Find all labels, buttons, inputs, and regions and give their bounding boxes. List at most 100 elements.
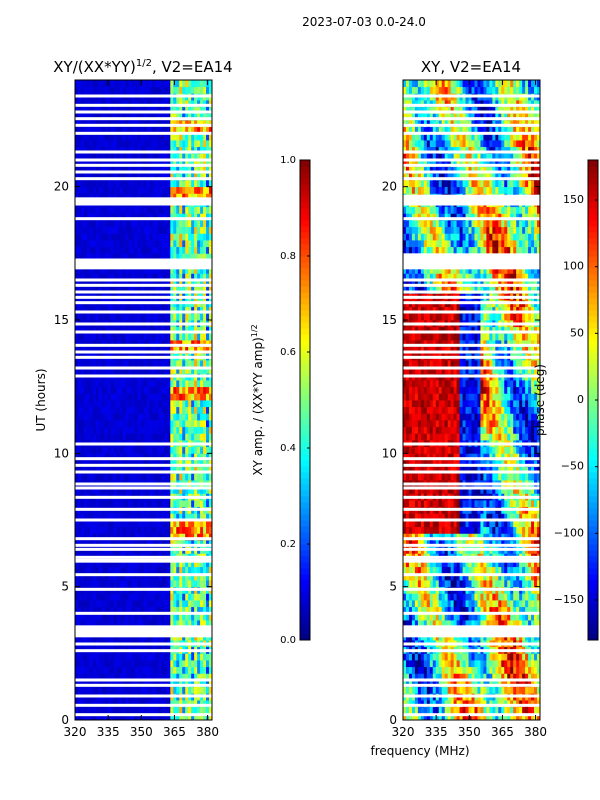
heatmap-cell (191, 473, 195, 481)
heatmap-cell (119, 560, 124, 568)
heatmap-cell (197, 213, 201, 221)
heatmap-cell (75, 226, 79, 234)
heatmap-cell (116, 266, 121, 274)
y-tick-label: 20 (54, 180, 69, 194)
heatmap-cell (83, 446, 88, 454)
heatmap-cell (173, 500, 177, 508)
heatmap-cell (92, 333, 97, 341)
heatmap-cell (191, 133, 195, 141)
heatmap-cell (104, 240, 109, 248)
heatmap-cell (125, 406, 130, 414)
heatmap-cell (179, 540, 183, 548)
heatmap-cell (125, 453, 130, 461)
heatmap-cell (161, 606, 165, 614)
heatmap-cell (95, 400, 100, 408)
heatmap-cell (143, 273, 147, 281)
heatmap-cell (140, 213, 144, 221)
heatmap-cell (480, 673, 484, 681)
heatmap-cell (77, 326, 82, 334)
left-colorbar-label: XY amp. / (XX*YY amp)1/2 (250, 324, 265, 475)
heatmap-cell (98, 666, 103, 674)
heatmap-cell (77, 333, 82, 341)
heatmap-cell (134, 466, 138, 474)
heatmap-cell (134, 113, 138, 121)
heatmap-cell (179, 346, 183, 354)
heatmap-cell (176, 393, 180, 401)
heatmap-cell (149, 220, 153, 228)
heatmap-cell (176, 680, 180, 688)
heatmap-cell (95, 446, 100, 454)
heatmap-cell (104, 660, 109, 668)
heatmap-cell (152, 593, 156, 601)
heatmap-cell (432, 673, 437, 681)
heatmap-cell (143, 226, 147, 234)
heatmap-cell (516, 680, 520, 688)
heatmap-cell (173, 380, 177, 388)
heatmap-cell (134, 340, 138, 348)
heatmap-cell (116, 313, 121, 321)
heatmap-cell (116, 606, 121, 614)
heatmap-cell (194, 613, 198, 621)
heatmap-cell (149, 86, 153, 94)
heatmap-cell (188, 173, 192, 181)
heatmap-cell (143, 593, 147, 601)
heatmap-cell (203, 666, 207, 674)
heatmap-cell (501, 666, 505, 674)
heatmap-cell (164, 100, 168, 108)
heatmap-cell (480, 700, 484, 708)
heatmap-cell (95, 180, 100, 188)
heatmap-cell (128, 340, 132, 348)
heatmap-cell (209, 660, 212, 668)
data-gap-line (75, 123, 212, 127)
heatmap-cell (143, 393, 147, 401)
heatmap-cell (206, 446, 210, 454)
heatmap-cell (450, 680, 455, 688)
colorbar-segment (300, 352, 310, 359)
heatmap-cell (128, 473, 132, 481)
heatmap-cell (158, 700, 162, 708)
heatmap-cell (116, 466, 121, 474)
heatmap-cell (113, 666, 118, 674)
heatmap-cell (122, 653, 127, 661)
heatmap-cell (75, 313, 79, 321)
heatmap-cell (107, 333, 112, 341)
heatmap-cell (203, 360, 207, 368)
heatmap-cell (77, 220, 82, 228)
heatmap-cell (110, 246, 115, 254)
heatmap-cell (182, 306, 186, 314)
heatmap-cell (98, 280, 103, 288)
heatmap-cell (134, 160, 138, 168)
heatmap-cell (203, 146, 207, 154)
heatmap-cell (75, 413, 79, 421)
heatmap-cell (158, 313, 162, 321)
heatmap-cell (98, 620, 103, 628)
heatmap-cell (143, 80, 147, 88)
heatmap-cell (209, 706, 212, 714)
heatmap-cell (125, 266, 130, 274)
heatmap-cell (128, 526, 132, 534)
heatmap-cell (110, 660, 115, 668)
heatmap-cell (173, 486, 177, 494)
heatmap-cell (209, 486, 212, 494)
heatmap-cell (206, 533, 210, 541)
heatmap-cell (179, 186, 183, 194)
heatmap-cell (125, 306, 130, 314)
heatmap-cell (191, 380, 195, 388)
heatmap-cell (179, 520, 183, 528)
heatmap-cell (173, 593, 177, 601)
heatmap-cell (483, 713, 487, 720)
heatmap-cell (504, 713, 508, 720)
heatmap-cell (435, 686, 440, 694)
heatmap-cell (137, 660, 141, 668)
heatmap-cell (200, 166, 204, 174)
heatmap-cell (149, 520, 153, 528)
heatmap-cell (86, 666, 91, 674)
heatmap-cell (441, 660, 446, 668)
heatmap-cell (86, 306, 91, 314)
heatmap-cell (131, 253, 135, 261)
heatmap-cell (107, 80, 112, 88)
heatmap-cell (176, 240, 180, 248)
heatmap-cell (176, 713, 180, 720)
heatmap-cell (182, 340, 186, 348)
heatmap-cell (152, 133, 156, 141)
